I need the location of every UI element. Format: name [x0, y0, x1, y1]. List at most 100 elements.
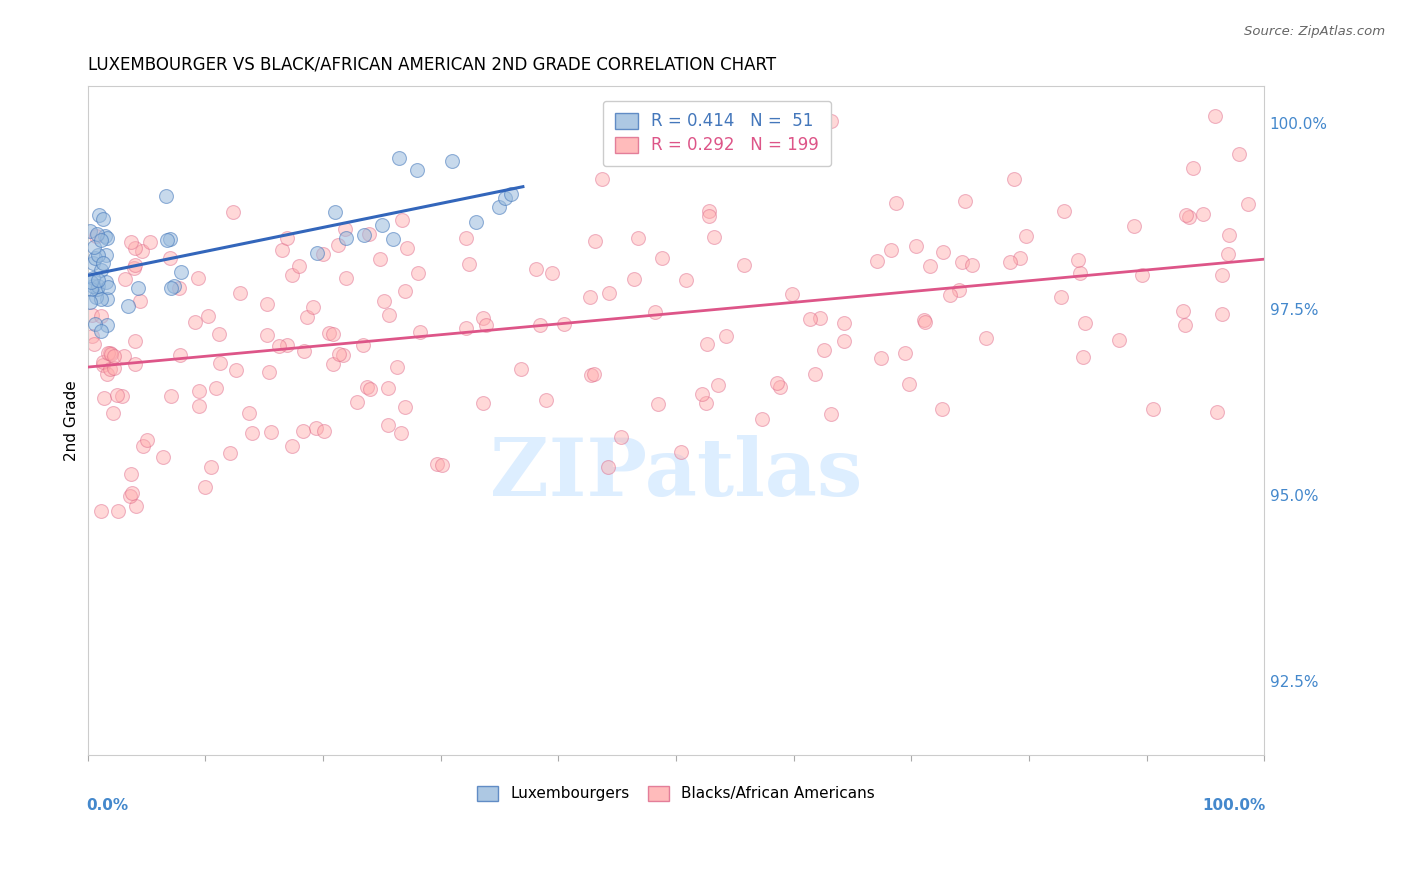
Point — [187, 270, 209, 285]
Point — [591, 171, 613, 186]
Point — [170, 265, 193, 279]
Point — [169, 281, 191, 295]
Point — [1192, 207, 1215, 221]
Point — [105, 388, 128, 402]
Point — [583, 234, 606, 248]
Point — [813, 343, 835, 357]
Point — [103, 406, 125, 420]
Point — [103, 361, 125, 376]
Point — [472, 310, 495, 325]
Point — [163, 278, 186, 293]
Point — [80, 282, 103, 296]
Point — [96, 318, 118, 332]
Point — [79, 225, 101, 239]
Point — [939, 287, 962, 301]
Point — [302, 301, 325, 315]
Point — [84, 317, 107, 331]
Point — [124, 357, 146, 371]
Point — [96, 248, 118, 262]
Point — [751, 412, 773, 426]
Y-axis label: 2nd Grade: 2nd Grade — [65, 380, 79, 461]
Point — [644, 305, 666, 319]
Point — [1071, 350, 1094, 364]
Point — [124, 241, 146, 255]
Point — [1066, 253, 1088, 268]
Point — [292, 344, 315, 359]
Point — [82, 256, 104, 270]
Text: 100.0%: 100.0% — [1202, 798, 1265, 814]
Point — [125, 499, 148, 513]
Point — [396, 241, 419, 255]
Point — [960, 258, 983, 272]
Point — [318, 326, 340, 340]
Legend: Luxembourgers, Blacks/African Americans: Luxembourgers, Blacks/African Americans — [471, 780, 882, 807]
Point — [904, 239, 927, 253]
Point — [335, 231, 357, 245]
Point — [394, 284, 416, 298]
Point — [96, 293, 118, 307]
Point — [931, 401, 953, 416]
Point — [86, 282, 108, 296]
Point — [391, 213, 413, 227]
Point — [1181, 161, 1204, 175]
Point — [120, 235, 142, 249]
Point — [897, 376, 920, 391]
Point — [312, 246, 335, 260]
Point — [238, 406, 260, 420]
Point — [90, 309, 112, 323]
Point — [690, 387, 713, 401]
Point — [1050, 290, 1073, 304]
Point — [356, 380, 378, 394]
Point — [529, 318, 551, 332]
Point — [229, 286, 252, 301]
Point — [100, 347, 122, 361]
Point — [695, 395, 717, 409]
Text: ZIPatlas: ZIPatlas — [489, 435, 862, 513]
Point — [91, 358, 114, 372]
Point — [91, 211, 114, 226]
Point — [326, 238, 349, 252]
Point — [780, 287, 803, 301]
Point — [335, 271, 357, 285]
Point — [1178, 210, 1201, 224]
Point — [256, 328, 278, 343]
Point — [1206, 405, 1229, 419]
Point — [697, 209, 720, 223]
Point — [87, 248, 110, 262]
Point — [84, 290, 107, 304]
Point — [332, 348, 354, 362]
Point — [494, 192, 516, 206]
Point — [579, 368, 602, 383]
Point — [1108, 333, 1130, 347]
Point — [880, 244, 903, 258]
Point — [131, 244, 153, 258]
Point — [352, 338, 374, 352]
Point — [86, 279, 108, 293]
Point — [90, 504, 112, 518]
Point — [271, 244, 294, 258]
Point — [90, 292, 112, 306]
Point — [83, 337, 105, 351]
Point — [866, 254, 889, 268]
Point — [389, 425, 412, 440]
Point — [675, 273, 697, 287]
Point — [765, 376, 787, 390]
Point — [651, 251, 673, 265]
Point — [626, 231, 648, 245]
Point — [135, 433, 157, 447]
Point — [1008, 251, 1031, 265]
Point — [139, 235, 162, 249]
Point — [669, 445, 692, 459]
Point — [598, 285, 620, 300]
Point — [84, 252, 107, 266]
Point — [114, 272, 136, 286]
Point — [647, 397, 669, 411]
Point — [1069, 266, 1091, 280]
Text: 0.0%: 0.0% — [86, 798, 128, 814]
Point — [1053, 204, 1076, 219]
Point — [387, 360, 409, 375]
Point — [610, 430, 633, 444]
Point — [582, 367, 605, 381]
Point — [94, 276, 117, 290]
Point — [884, 196, 907, 211]
